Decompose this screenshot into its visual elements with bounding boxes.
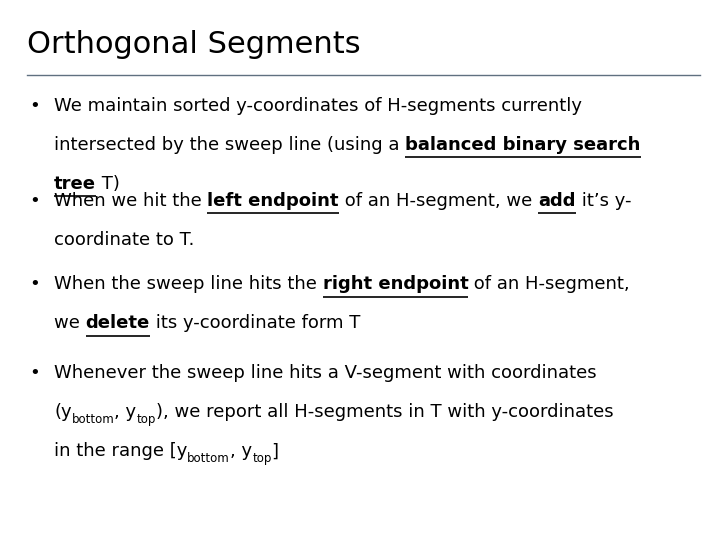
Text: bottom: bottom [71, 413, 114, 426]
Text: we: we [54, 314, 86, 332]
Text: top: top [137, 413, 156, 426]
Text: of an H-segment,: of an H-segment, [469, 275, 630, 293]
Text: top: top [252, 452, 271, 465]
Text: intersected by the sweep line (using a: intersected by the sweep line (using a [54, 136, 405, 154]
Text: When we hit the: When we hit the [54, 192, 207, 210]
Text: its y-coordinate form T: its y-coordinate form T [150, 314, 360, 332]
Text: left endpoint: left endpoint [207, 192, 339, 210]
Text: tree: tree [54, 175, 96, 193]
Text: Orthogonal Segments: Orthogonal Segments [27, 30, 361, 59]
Text: T): T) [96, 175, 120, 193]
Text: in the range [y: in the range [y [54, 442, 187, 460]
Text: coordinate to T.: coordinate to T. [54, 231, 194, 248]
Text: Whenever the sweep line hits a V-segment with coordinates: Whenever the sweep line hits a V-segment… [54, 364, 597, 382]
Text: add: add [538, 192, 575, 210]
Text: We maintain sorted y-coordinates of H-segments currently: We maintain sorted y-coordinates of H-se… [54, 97, 582, 115]
Text: •: • [30, 192, 40, 210]
Text: ), we report all H-segments in T with y-coordinates: ), we report all H-segments in T with y-… [156, 403, 613, 421]
Text: , y: , y [114, 403, 137, 421]
Text: (y: (y [54, 403, 71, 421]
Text: right endpoint: right endpoint [323, 275, 469, 293]
Text: ]: ] [271, 442, 279, 460]
Text: •: • [30, 97, 40, 115]
Text: bottom: bottom [187, 452, 230, 465]
Text: it’s y-: it’s y- [575, 192, 631, 210]
Text: delete: delete [86, 314, 150, 332]
Text: When the sweep line hits the: When the sweep line hits the [54, 275, 323, 293]
Text: , y: , y [230, 442, 252, 460]
Text: balanced binary search: balanced binary search [405, 136, 641, 154]
Text: •: • [30, 364, 40, 382]
Text: of an H-segment, we: of an H-segment, we [339, 192, 538, 210]
Text: •: • [30, 275, 40, 293]
